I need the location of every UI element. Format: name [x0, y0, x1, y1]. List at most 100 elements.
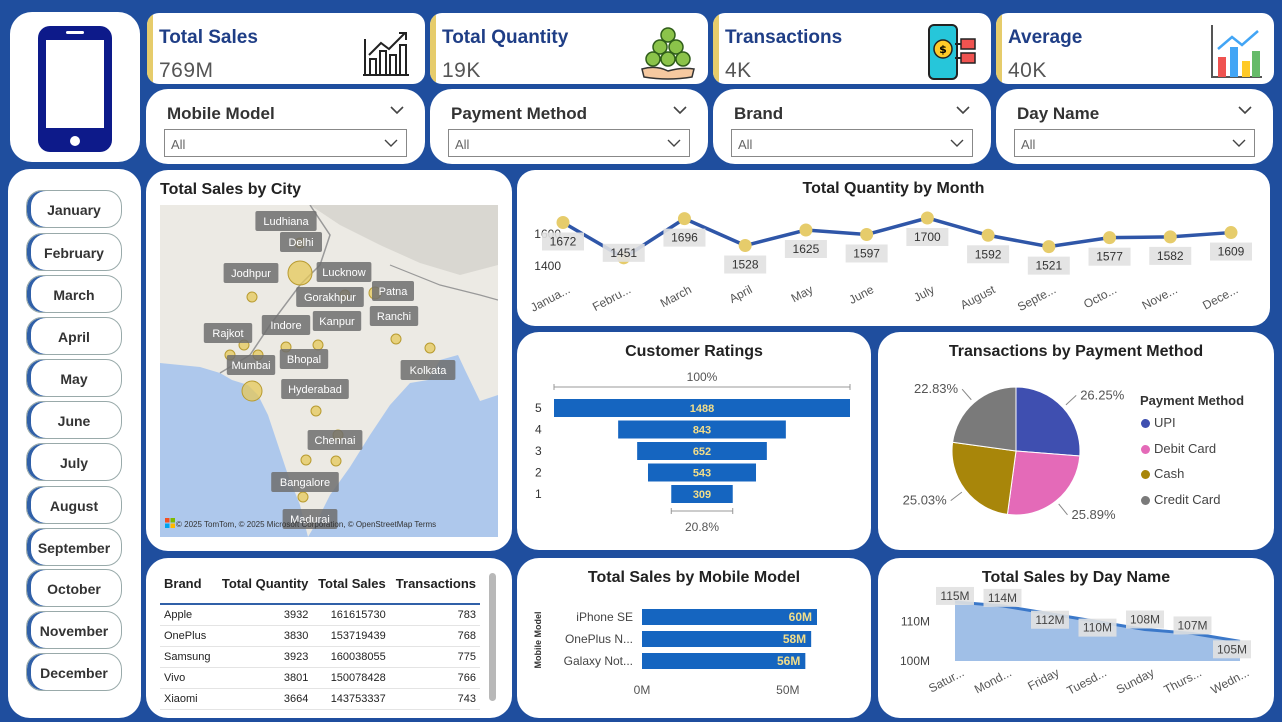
data-label-bg: [845, 244, 888, 263]
x-tick-label: Tuesd...: [1064, 665, 1108, 698]
table-cell: 150078428: [312, 667, 390, 689]
kpi-total-quantity: Total Quantity 19K: [430, 13, 708, 84]
data-label: 105M: [1217, 642, 1247, 656]
city-name: Indore: [270, 320, 301, 332]
month-button-october[interactable]: October: [26, 569, 122, 607]
leader-line: [1058, 503, 1068, 516]
month-button-march[interactable]: March: [26, 275, 122, 313]
city-label: Patna: [372, 281, 414, 301]
city-name: Kolkata: [410, 365, 448, 377]
month-button-february[interactable]: February: [26, 233, 122, 271]
month-button-june[interactable]: June: [26, 401, 122, 439]
area-chart[interactable]: 110M 100M 115M Satur... 114M Mond... 112M Frida…: [878, 558, 1274, 718]
city-label: Jodhpur: [223, 263, 279, 283]
chevron-down-icon[interactable]: [389, 103, 405, 117]
payment-method-dropdown[interactable]: All: [448, 129, 690, 157]
day-name-dropdown[interactable]: All: [1014, 129, 1255, 157]
data-label: 108M: [1130, 613, 1160, 627]
funnel-bar: [637, 442, 767, 460]
table-cell: 3801: [215, 667, 313, 689]
data-label-bg: [542, 232, 584, 251]
slicer-brand[interactable]: Brand All: [713, 89, 991, 164]
col-header-quantity[interactable]: Total Quantity: [221, 576, 309, 591]
table-cell: 160038055: [312, 646, 390, 668]
funnel-category-label: 2: [535, 466, 542, 480]
pie-slice: [952, 386, 1017, 452]
chevron-down-icon[interactable]: [1232, 137, 1246, 149]
model-bar-chart[interactable]: Mobile Model iPhone SE 60M OnePlus N... 58M G…: [517, 558, 871, 718]
x-tick-label: August: [958, 282, 998, 312]
city-name: Ludhiana: [263, 216, 309, 228]
legend-swatch: [1141, 444, 1150, 454]
table-row[interactable]: OnePlus 3830 153719439 768: [160, 625, 480, 647]
funnel-value-label: 843: [693, 425, 711, 437]
funnel-category-label: 1: [535, 487, 542, 501]
quantity-by-month-card: Total Quantity by Month 160014001672Janu…: [517, 170, 1270, 326]
chevron-down-icon[interactable]: [1237, 103, 1253, 117]
svg-text:$: $: [939, 43, 947, 56]
slicer-mobile-model[interactable]: Mobile Model All: [146, 89, 425, 164]
data-point: [1224, 226, 1238, 240]
month-button-january[interactable]: January: [26, 190, 122, 228]
chart-title: Total Sales by City: [160, 181, 302, 198]
slicer-payment-method[interactable]: Payment Method All: [430, 89, 708, 164]
month-button-july[interactable]: July: [26, 443, 122, 481]
city-bubble: [287, 260, 313, 286]
table-cell: 3923: [215, 646, 313, 668]
mobile-model-dropdown[interactable]: All: [164, 129, 407, 157]
x-tick-label: March: [658, 282, 694, 310]
table-cell: 3932: [215, 604, 313, 626]
chevron-down-icon[interactable]: [955, 103, 971, 117]
line-chart[interactable]: 160014001672Janua...1451Febru...1696Marc…: [517, 170, 1270, 326]
month-button-november[interactable]: November: [26, 611, 122, 649]
month-button-december[interactable]: December: [26, 653, 122, 691]
col-header-transactions[interactable]: Transactions: [395, 576, 476, 591]
funnel-chart[interactable]: 100% 1488 5 843 4 652 3 543 2 309 1 20.8%: [517, 332, 871, 550]
table-scrollbar[interactable]: [489, 573, 496, 701]
x-tick-label: 0M: [634, 683, 651, 697]
month-button-august[interactable]: August: [26, 486, 122, 524]
data-label: 1521: [1035, 259, 1062, 273]
table-row[interactable]: Samsung 3923 160038055 775: [160, 646, 480, 668]
chevron-down-icon[interactable]: [672, 103, 688, 117]
data-point: [556, 215, 570, 229]
microsoft-logo-icon: [165, 518, 175, 528]
data-point: [799, 223, 813, 237]
pie-slice: [951, 441, 1017, 515]
pie-chart[interactable]: 26.25% 25.89% 25.03% 22.83%: [878, 332, 1274, 550]
logo-card: [10, 12, 140, 162]
data-label-bg: [983, 588, 1022, 607]
data-label-bg: [663, 228, 706, 247]
slicer-day-name[interactable]: Day Name All: [996, 89, 1273, 164]
x-tick-label: Friday: [1025, 665, 1061, 693]
map-attribution[interactable]: © 2025 TomTom, © 2025 Microsoft Corporat…: [176, 520, 437, 529]
legend-item[interactable]: Cash: [1141, 466, 1184, 481]
table-row[interactable]: Vivo 3801 150078428 766: [160, 667, 480, 689]
sales-by-model-card: Total Sales by Mobile Model Mobile Model…: [517, 558, 871, 718]
city-label: Bangalore: [271, 472, 339, 492]
legend-item[interactable]: Debit Card: [1141, 441, 1216, 456]
table-row[interactable]: Xiaomi 3664 143753337 743: [160, 688, 480, 710]
month-button-april[interactable]: April: [26, 317, 122, 355]
bar: [642, 609, 817, 625]
col-header-sales[interactable]: Total Sales: [318, 576, 386, 591]
chevron-down-icon[interactable]: [384, 137, 398, 149]
city-label: Ludhiana: [255, 211, 317, 231]
city-bubble: [424, 342, 436, 354]
chevron-down-icon[interactable]: [667, 137, 681, 149]
legend-item[interactable]: Credit Card: [1141, 492, 1220, 507]
chevron-down-icon[interactable]: [950, 137, 964, 149]
month-button-september[interactable]: September: [26, 528, 122, 566]
legend-item[interactable]: UPI: [1141, 415, 1176, 430]
table-row[interactable]: Apple 3932 161615730 783: [160, 604, 480, 626]
india-map[interactable]: Ludhiana Delhi Jodhpur Lucknow Gorakhpur Patn…: [160, 205, 498, 537]
col-header-brand[interactable]: Brand: [164, 576, 202, 591]
data-label-bg: [784, 240, 827, 258]
city-bubble: [246, 291, 258, 303]
funnel-bar: [647, 463, 757, 482]
brand-table-card: Brand Total Quantity Total Sales Transac…: [146, 558, 512, 718]
brand-dropdown[interactable]: All: [731, 129, 973, 157]
month-button-may[interactable]: May: [26, 359, 122, 397]
table-cell: Xiaomi: [160, 688, 216, 710]
table-cell: 768: [389, 625, 480, 647]
